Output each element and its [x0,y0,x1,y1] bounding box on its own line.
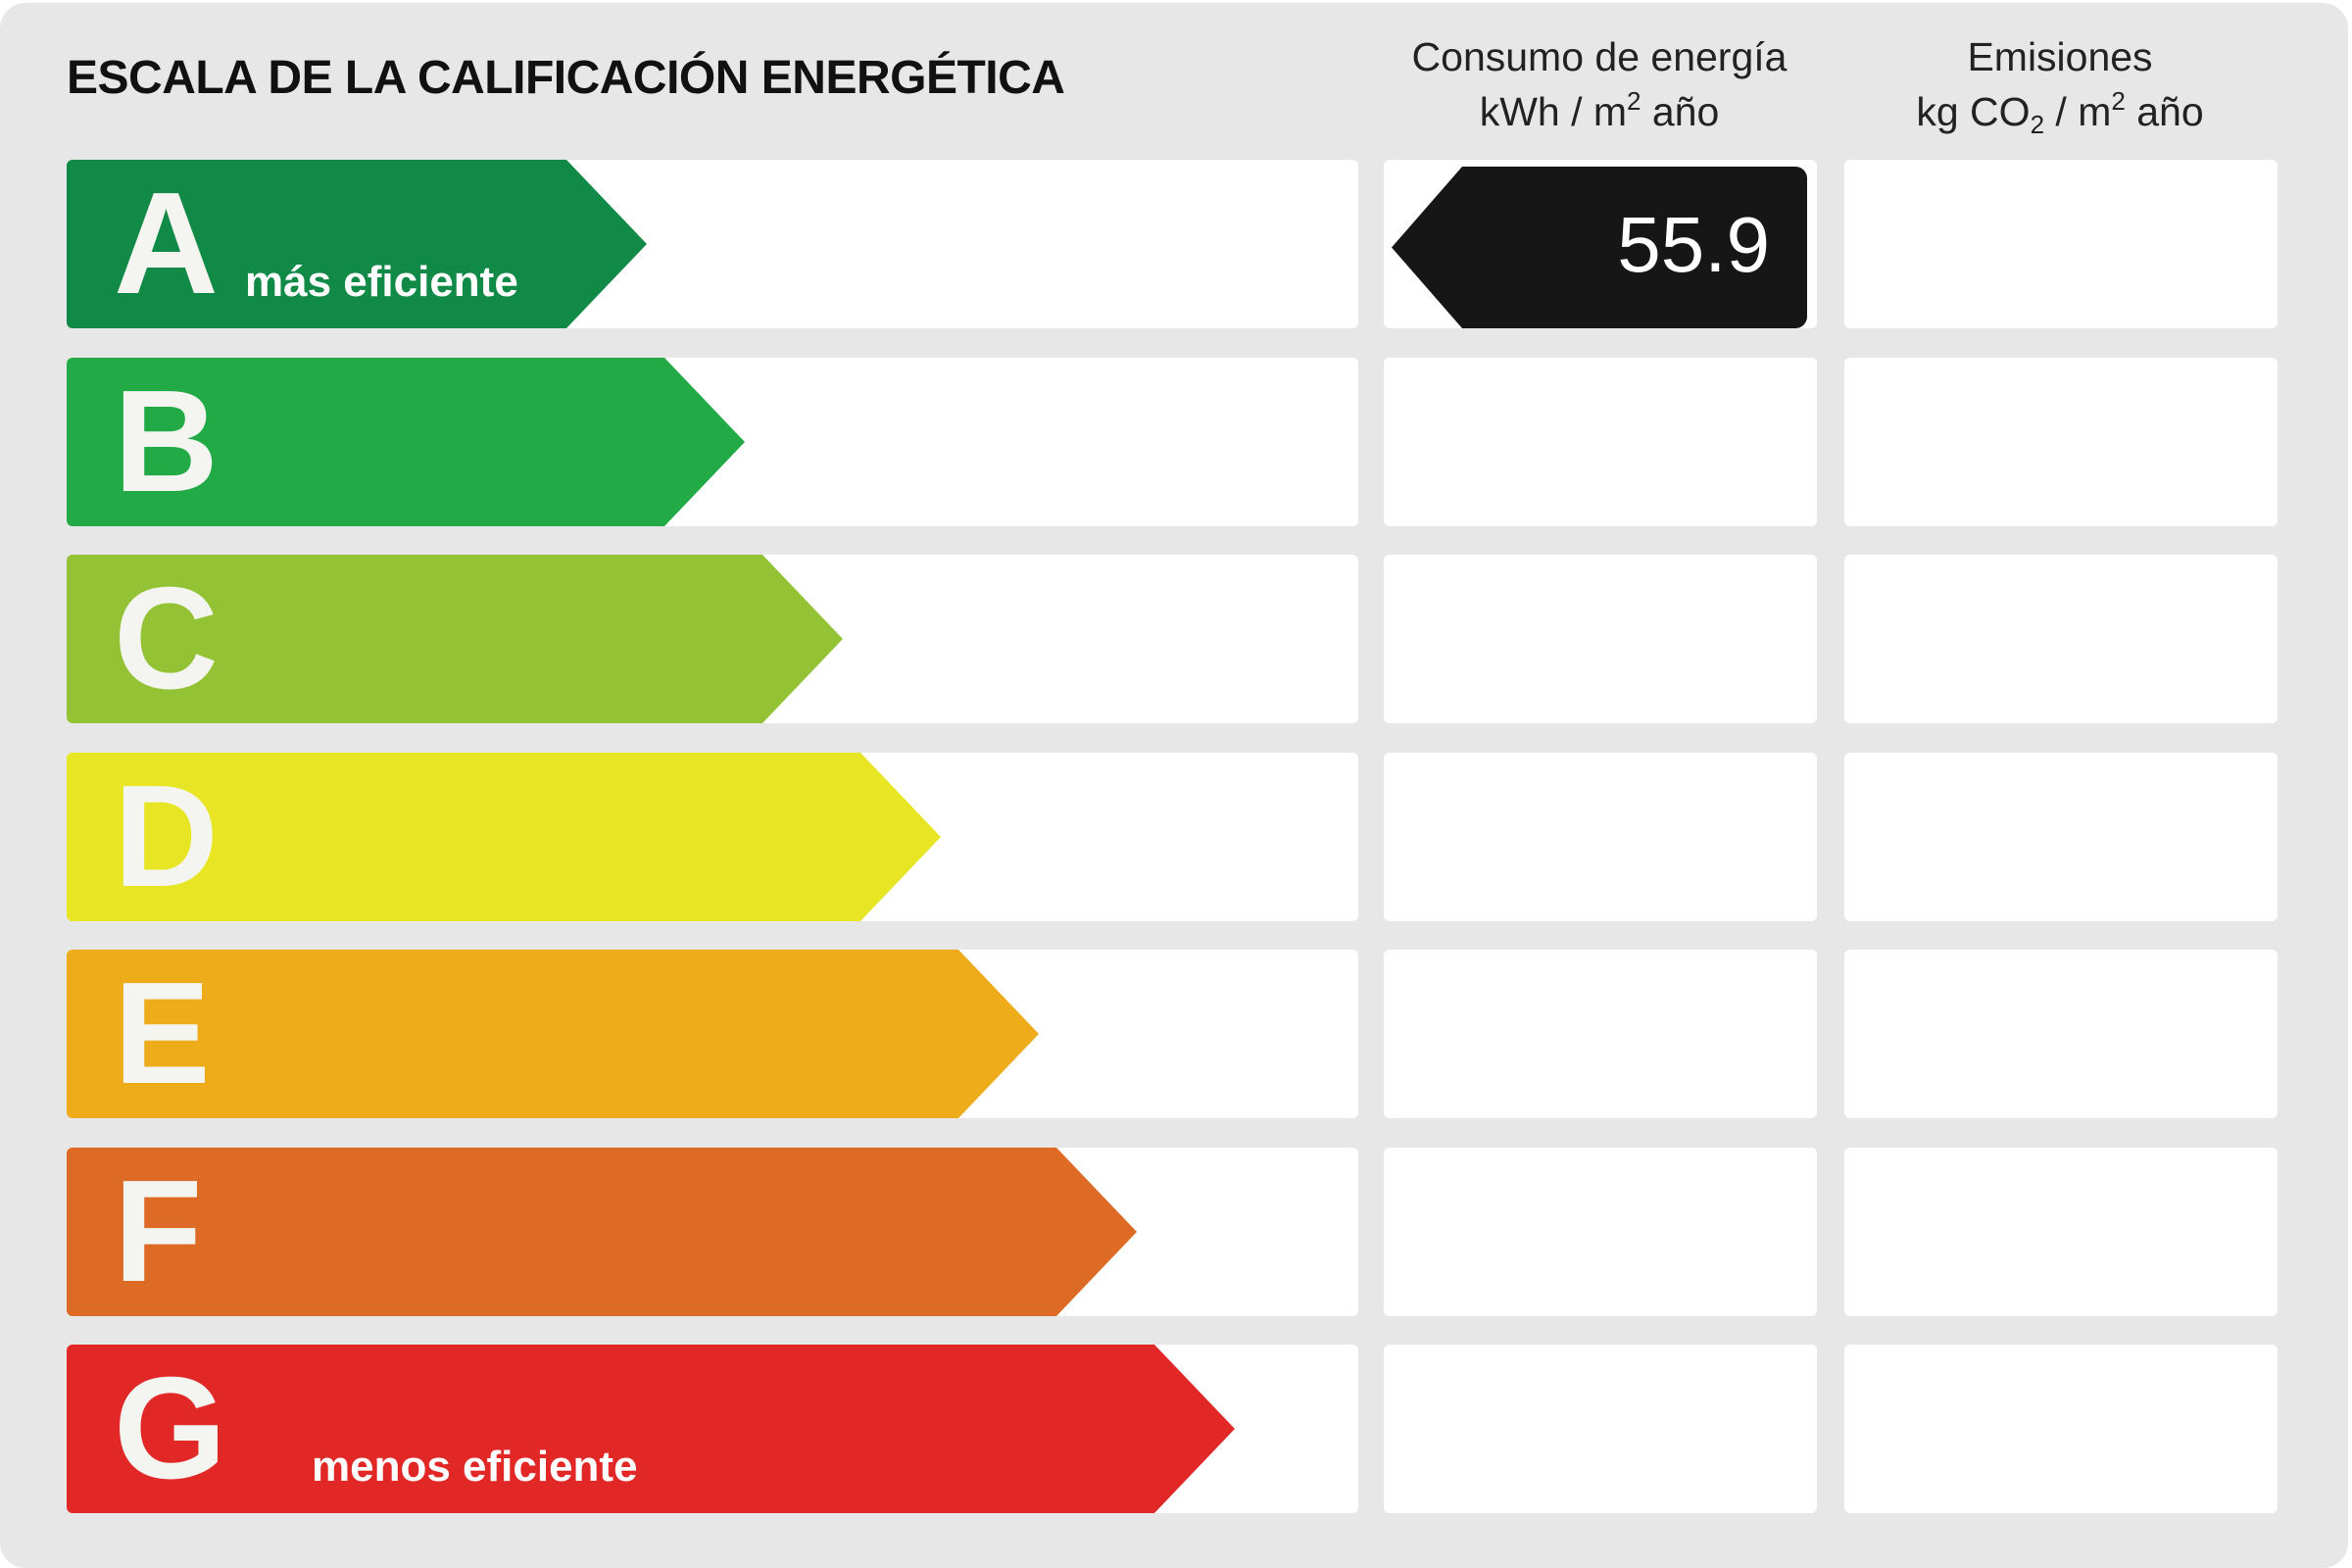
energy-column-header: Consumo de energía kWh / m2 año [1384,29,1815,139]
rating-caption: menos eficiente [312,1443,638,1491]
emissions-column-header: Emisiones kg CO2 / m2 año [1844,29,2276,139]
emissions-cell-g [1844,1345,2278,1513]
energy-cell-a: 55.9 [1384,160,1817,328]
rating-letter: D [114,756,219,917]
emissions-cell-d [1844,753,2278,921]
energy-cell-d [1384,753,1817,921]
rating-row-e: E [67,950,1358,1118]
rating-arrow-e: E [67,950,1039,1118]
rating-row-c: C [67,555,1358,723]
rating-letter: B [114,361,219,522]
emissions-cell-c [1844,555,2278,723]
energy-cell-b [1384,358,1817,526]
rating-row-d: D [67,753,1358,921]
rating-row-b: B [67,358,1358,526]
emissions-cell-e [1844,950,2278,1118]
rating-letter: F [114,1151,203,1312]
rating-arrow-d: D [67,753,941,921]
rating-arrow-f: F [67,1148,1137,1316]
emissions-header-unit: kg CO2 / m2 año [1916,86,2204,139]
energy-cell-g [1384,1345,1817,1513]
rating-letter: G [114,1348,227,1509]
rating-letter: A [114,163,219,324]
label-title: ESCALA DE LA CALIFICACIÓN ENERGÉTICA [67,52,1065,104]
emissions-cell-f [1844,1148,2278,1316]
energy-cell-e [1384,950,1817,1118]
energy-header-line1: Consumo de energía [1411,34,1788,79]
rating-arrow-b: B [67,358,745,526]
rating-letter: E [114,953,211,1114]
energy-value: 55.9 [1617,201,1770,288]
emissions-cell-b [1844,358,2278,526]
energy-value-tag: 55.9 [1392,167,1807,328]
emissions-header-line1: Emisiones [1967,34,2153,79]
energy-cell-f [1384,1148,1817,1316]
energy-cell-c [1384,555,1817,723]
energy-header-unit: kWh / m2 año [1479,86,1720,134]
rating-caption: más eficiente [245,258,518,306]
rating-row-f: F [67,1148,1358,1316]
rating-letter: C [114,558,219,719]
rating-arrow-c: C [67,555,843,723]
emissions-cell-a [1844,160,2278,328]
